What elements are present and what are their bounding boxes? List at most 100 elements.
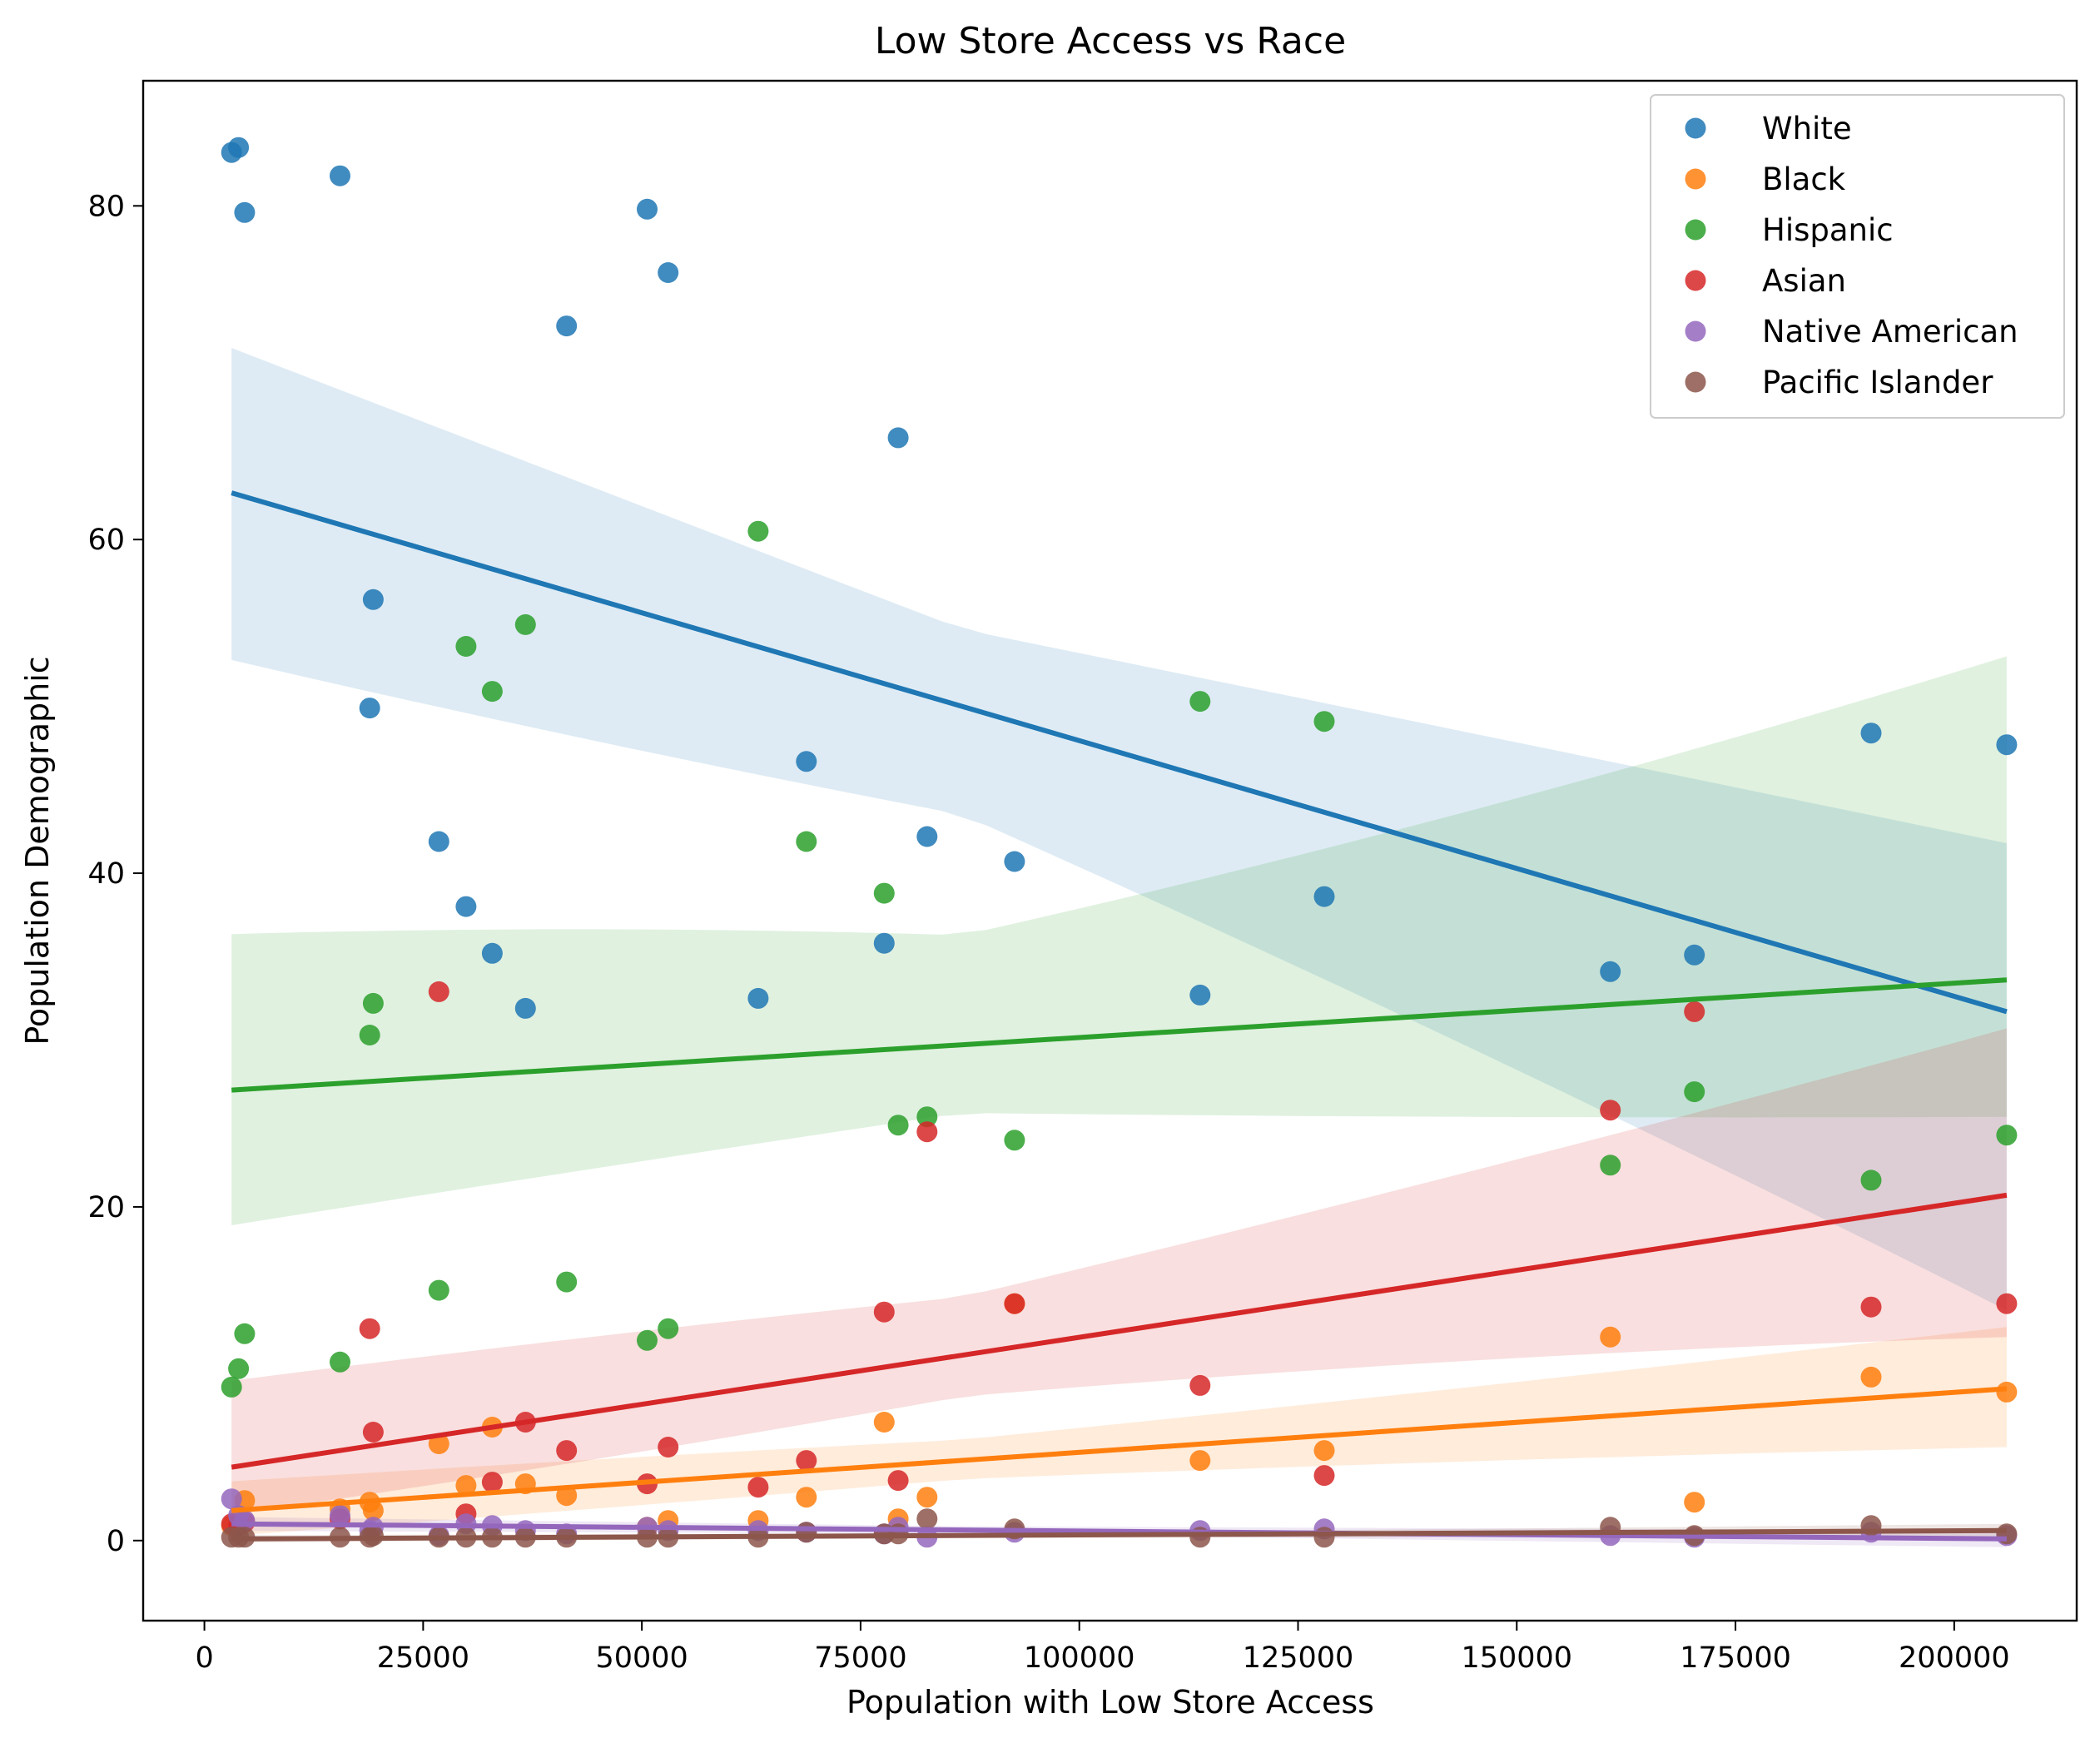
hispanic-point <box>1996 1125 2018 1146</box>
white-point <box>637 198 658 220</box>
pacific-islander-point <box>362 1525 384 1547</box>
white-point <box>1860 723 1882 744</box>
asian-point <box>658 1437 679 1457</box>
black-point <box>873 1412 895 1433</box>
hispanic-point <box>221 1376 242 1398</box>
y-tick-label: 80 <box>87 190 125 223</box>
x-tick-label: 125000 <box>1243 1641 1354 1675</box>
hispanic-point <box>1684 1081 1705 1103</box>
y-tick-label: 0 <box>107 1525 125 1558</box>
hispanic-point <box>916 1106 938 1128</box>
asian-point <box>1684 1001 1705 1022</box>
hispanic-confidence-band <box>231 656 2007 1225</box>
asian-point <box>1313 1465 1335 1487</box>
hispanic-point <box>428 1279 449 1301</box>
white-point <box>330 165 350 186</box>
x-tick-label: 50000 <box>595 1641 688 1675</box>
black-legend-label: Black <box>1762 161 1846 197</box>
x-tick-label: 175000 <box>1680 1641 1791 1675</box>
hispanic-point <box>873 882 895 904</box>
native-american-legend-label: Native American <box>1762 314 2018 350</box>
white-point <box>428 831 449 852</box>
white-point <box>1600 961 1621 982</box>
white-point <box>234 201 256 223</box>
hispanic-point <box>1313 711 1335 732</box>
black-point <box>455 1475 477 1497</box>
pacific-islander-point <box>916 1508 938 1530</box>
x-tick-label: 150000 <box>1461 1641 1572 1675</box>
white-confidence-band <box>231 348 2007 1311</box>
white-point <box>362 588 384 610</box>
asian-point <box>359 1318 380 1339</box>
black-point <box>1600 1326 1621 1348</box>
y-axis-label: Population Demographic <box>19 656 56 1045</box>
asian-point <box>1189 1374 1211 1396</box>
asian-point <box>428 981 449 1002</box>
x-tick-label: 0 <box>195 1641 213 1675</box>
asian-point <box>362 1422 384 1443</box>
white-legend-marker <box>1685 117 1706 139</box>
hispanic-point <box>330 1351 350 1373</box>
black-point <box>1684 1492 1705 1513</box>
white-regression-line <box>231 490 2008 1015</box>
asian-point <box>1004 1293 1025 1314</box>
asian-regression-line <box>231 1192 2008 1470</box>
white-point <box>887 427 909 449</box>
asian-point <box>747 1477 769 1498</box>
pacific-islander-point <box>796 1522 817 1543</box>
plot-area <box>221 137 2018 1548</box>
white-point <box>455 896 477 917</box>
black-legend-marker <box>1685 168 1706 190</box>
axis-ticks: 0 25000 50000 75000 100000 125000 150000 175000… <box>87 190 2009 1675</box>
hispanic-point <box>362 992 384 1014</box>
hispanic-point <box>658 1318 679 1339</box>
white-point <box>1684 944 1705 966</box>
legend: White Black Hispanic Asian Native American Pa… <box>1650 94 2065 419</box>
hispanic-point <box>556 1271 578 1293</box>
hispanic-legend-label: Hispanic <box>1762 212 1894 248</box>
x-tick-label: 75000 <box>814 1641 906 1675</box>
black-point <box>916 1487 938 1508</box>
black-point <box>362 1500 384 1522</box>
white-point <box>873 932 895 954</box>
hispanic-point <box>1004 1130 1025 1151</box>
asian-point <box>1600 1100 1621 1121</box>
black-point <box>1313 1440 1335 1462</box>
white-point <box>481 942 503 964</box>
asian-confidence-band <box>231 1028 2007 1515</box>
hispanic-point <box>747 520 769 542</box>
native-american-legend-marker <box>1685 320 1706 342</box>
pacific-islander-point <box>1313 1527 1335 1548</box>
white-point <box>556 315 578 337</box>
x-axis-label: Population with Low Store Access <box>846 1684 1374 1721</box>
pacific-islander-legend-label: Pacific Islander <box>1762 365 1993 400</box>
x-tick-label: 25000 <box>377 1641 469 1675</box>
hispanic-point <box>1189 691 1211 713</box>
hispanic-point <box>228 1358 250 1379</box>
hispanic-regression-line <box>231 977 2008 1093</box>
black-point <box>1860 1366 1882 1388</box>
y-tick-label: 20 <box>87 1191 125 1224</box>
white-legend-label: White <box>1762 111 1852 146</box>
white-point <box>359 698 380 719</box>
white-point <box>228 137 250 158</box>
black-regression-line <box>231 1386 2008 1513</box>
plot-frame <box>141 79 2078 1622</box>
chart-title: Low Store Access vs Race <box>875 20 1346 62</box>
pacific-islander-regression-line <box>231 1527 2007 1542</box>
asian-legend-marker <box>1685 270 1706 291</box>
hispanic-point <box>514 613 536 635</box>
pacific-islander-legend-marker <box>1685 371 1706 393</box>
black-point <box>796 1487 817 1508</box>
hispanic-point <box>637 1329 658 1351</box>
hispanic-legend-marker <box>1685 219 1706 241</box>
white-point <box>1313 886 1335 907</box>
y-tick-label: 60 <box>87 524 125 557</box>
white-point <box>514 997 536 1019</box>
white-point <box>916 826 938 847</box>
asian-legend-label: Asian <box>1762 263 1846 299</box>
hispanic-point <box>481 681 503 703</box>
asian-point <box>556 1440 578 1462</box>
hispanic-point <box>1860 1169 1882 1191</box>
